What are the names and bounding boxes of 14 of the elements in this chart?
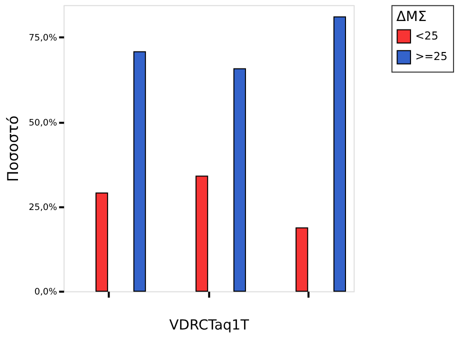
bar	[233, 68, 246, 292]
legend-label: <25	[415, 29, 438, 42]
bar	[333, 16, 346, 292]
y-tick-label: 25,0%	[28, 203, 58, 214]
bar	[133, 51, 146, 292]
bar	[196, 176, 208, 292]
y-tick-label: 75,0%	[28, 34, 58, 44]
y-tick-label: 50,0%	[28, 118, 58, 128]
y-tick-label: 0,0%	[34, 288, 58, 298]
y-axis-title: Ποσοστό	[4, 115, 22, 182]
legend-label: >=25	[415, 50, 448, 64]
bar	[95, 192, 108, 292]
x-axis-title: VDRCTaq1T	[169, 317, 250, 334]
legend-title: ΔΜΣ	[396, 8, 427, 25]
